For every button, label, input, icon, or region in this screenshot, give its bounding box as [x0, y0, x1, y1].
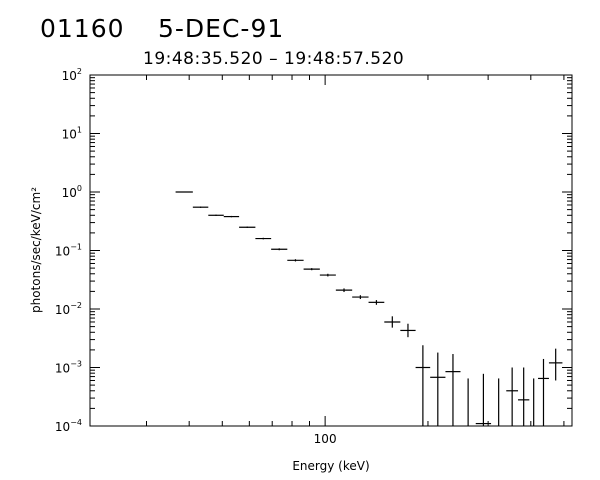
y-axis-label: photons/sec/keV/cm²: [29, 187, 43, 313]
y-tick-label: 10−1: [55, 243, 82, 259]
data-point: [415, 345, 431, 426]
time-range: 19:48:35.520 – 19:48:57.520: [143, 49, 405, 69]
data-point: [400, 323, 416, 338]
x-axis-label: Energy (keV): [292, 459, 369, 473]
data-point: [255, 237, 272, 240]
data-point: [475, 373, 492, 426]
data-point: [319, 273, 336, 277]
data-point: [303, 268, 320, 271]
y-tick-label: 100: [62, 184, 82, 200]
axis-ticks: [90, 74, 572, 427]
data-point: [287, 259, 304, 262]
data-point: [506, 367, 519, 426]
plot-frame: [89, 74, 573, 427]
data-point: [518, 367, 530, 426]
y-tick-label: 10−4: [55, 418, 82, 434]
x-tick-label: 100: [314, 432, 337, 446]
data-point: [352, 295, 369, 300]
data-point: [384, 316, 401, 328]
data-point: [368, 300, 385, 305]
data-point: [208, 214, 224, 216]
burst-date: 5-DEC-91: [158, 14, 285, 43]
burst-id: 01160: [40, 14, 125, 43]
data-points: [175, 191, 563, 426]
data-point: [239, 226, 256, 228]
data-point: [271, 248, 288, 251]
data-point: [548, 348, 563, 381]
data-point: [175, 191, 193, 193]
data-point: [192, 206, 209, 208]
y-tick-label: 10−2: [55, 301, 82, 317]
data-point: [335, 288, 353, 293]
axis-tick-labels: 10−4 10−3 10−2 10−1 100 101 102 100: [55, 67, 337, 446]
data-point: [445, 354, 461, 426]
data-point: [430, 352, 446, 426]
y-tick-label: 101: [62, 126, 82, 142]
data-point: [538, 358, 549, 426]
y-tick-label: 10−3: [55, 360, 82, 376]
y-tick-label: 102: [62, 67, 82, 83]
data-point: [223, 215, 240, 218]
